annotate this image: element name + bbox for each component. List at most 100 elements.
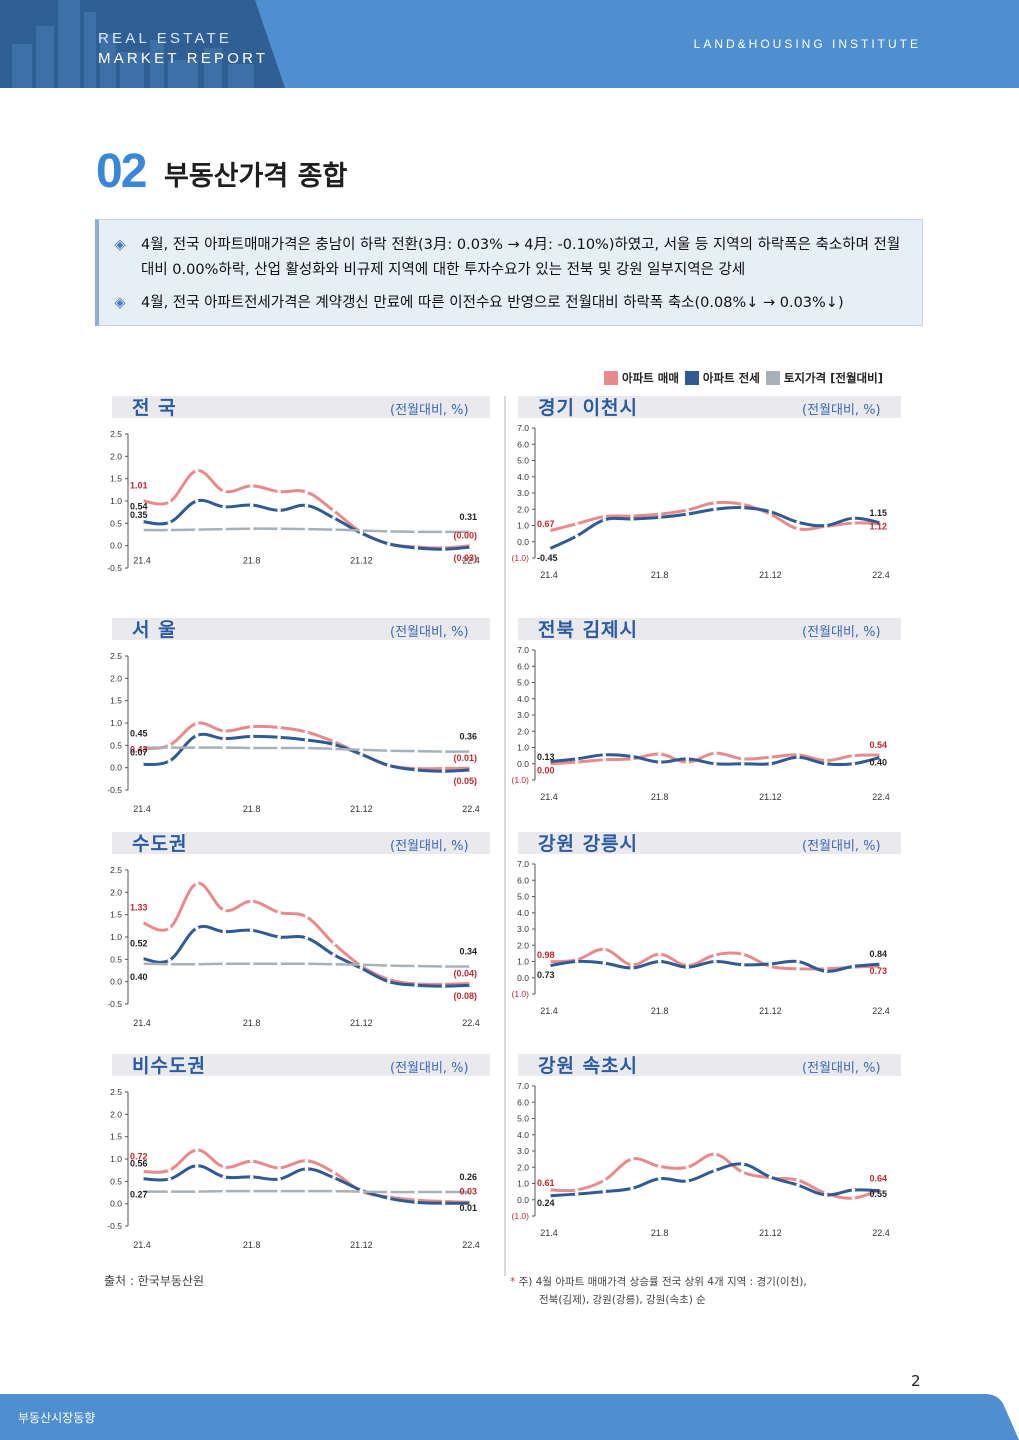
data-point (574, 1188, 579, 1192)
data-point (194, 721, 199, 726)
data-point (469, 545, 473, 549)
y-tick-label: 2.0 (517, 1162, 529, 1172)
data-point (304, 730, 309, 734)
data-point (386, 979, 391, 984)
data-point (140, 762, 144, 767)
data-point (167, 528, 172, 532)
data-label: 0.61 (537, 1178, 555, 1188)
data-point (713, 507, 717, 512)
data-point (222, 527, 227, 531)
data-point (602, 1178, 607, 1183)
data-point (657, 752, 662, 756)
y-tick-label: 1.5 (110, 696, 122, 706)
data-point (194, 1189, 199, 1194)
data-point (547, 529, 551, 533)
data-point (547, 959, 551, 964)
data-point (414, 529, 419, 534)
data-point (222, 1165, 227, 1169)
data-point (602, 757, 607, 762)
legend-swatch (604, 371, 618, 385)
chart-title-bar (518, 832, 901, 854)
data-point (386, 963, 391, 968)
data-point (796, 966, 800, 971)
data-point (657, 1164, 662, 1169)
data-point (685, 1165, 690, 1170)
footer-bar (0, 1394, 1019, 1440)
series-line (548, 1162, 882, 1198)
series-line (141, 1164, 472, 1205)
data-point (685, 512, 690, 516)
data-label: 0.64 (869, 1173, 887, 1183)
data-point (796, 1178, 800, 1183)
data-point (740, 757, 745, 761)
data-point (386, 529, 391, 534)
y-tick-label: 6.0 (517, 1097, 529, 1107)
data-label: 0.84 (869, 949, 887, 959)
data-point (657, 1176, 662, 1181)
data-point (359, 747, 364, 752)
data-point (332, 527, 336, 532)
x-tick-label: 21.12 (350, 556, 373, 566)
y-tick-label: 0.0 (110, 977, 122, 987)
data-point (249, 1175, 254, 1179)
report-header: REAL ESTATE MARKET REPORT LAND&HOUSING I… (0, 0, 1019, 92)
y-tick-label: 0.0 (517, 537, 529, 547)
section-title: 부동산가격 종합 (164, 161, 348, 192)
y-tick-label: 0.5 (110, 1176, 122, 1186)
x-tick-label: 21.8 (651, 1228, 669, 1238)
series-line (141, 1148, 472, 1204)
x-tick-label: 22.4 (872, 792, 890, 802)
y-tick-label: 2.5 (110, 651, 122, 661)
data-label: (0.01) (453, 753, 477, 763)
data-point (740, 1162, 745, 1166)
data-label: 0.27 (130, 1190, 148, 1200)
data-point (574, 534, 579, 538)
data-point (441, 1190, 446, 1194)
y-tick-label: (1.0) (512, 553, 530, 563)
data-point (359, 752, 364, 757)
data-point (222, 1175, 227, 1179)
chart-legend: 아파트 매매 아파트 전세 토지가격 [전월대비] (604, 368, 889, 388)
y-tick-label: 2.0 (110, 673, 122, 683)
data-point (194, 962, 199, 967)
chart-title: 서 울 (132, 619, 177, 641)
data-point (194, 499, 199, 503)
data-point (332, 516, 336, 520)
data-point (441, 964, 446, 969)
y-tick-label: 2.0 (517, 726, 529, 736)
data-label: 0.03 (459, 1186, 477, 1196)
data-point (851, 1188, 856, 1192)
y-tick-label: 0.0 (110, 763, 122, 773)
x-tick-label: 21.8 (651, 570, 669, 580)
data-point (167, 520, 172, 525)
data-label: 0.40 (130, 972, 148, 982)
y-tick-label: (1.0) (512, 1211, 530, 1221)
data-point (386, 542, 391, 546)
chart-title-bar (518, 1054, 901, 1076)
data-label: (0.04) (453, 968, 477, 978)
x-tick-label: 21.8 (243, 556, 261, 566)
x-tick-label: 21.4 (133, 556, 151, 566)
legend-item-land: 토지가격 [전월대비] (765, 370, 883, 386)
chart-title-bar (518, 396, 901, 418)
series-line (141, 721, 472, 771)
data-point (359, 528, 364, 533)
data-point (194, 733, 199, 738)
data-point (574, 757, 579, 761)
y-tick-label: 2.0 (517, 504, 529, 514)
data-point (359, 966, 364, 971)
y-tick-label: 1.5 (110, 910, 122, 920)
data-label: (0.03) (453, 553, 477, 563)
data-point (167, 1189, 172, 1194)
data-label: 0.01 (459, 1203, 477, 1213)
y-tick-label: 1.0 (110, 718, 122, 728)
data-point (547, 964, 551, 968)
city-skyline-graphic (12, 0, 300, 88)
data-label: 0.73 (537, 970, 555, 980)
legend-label: 아파트 매매 (622, 371, 679, 385)
y-tick-label: 7.0 (517, 423, 529, 433)
chart-title: 전 국 (132, 397, 177, 419)
data-point (574, 1192, 579, 1196)
data-point (194, 527, 199, 532)
data-point (386, 1190, 391, 1194)
